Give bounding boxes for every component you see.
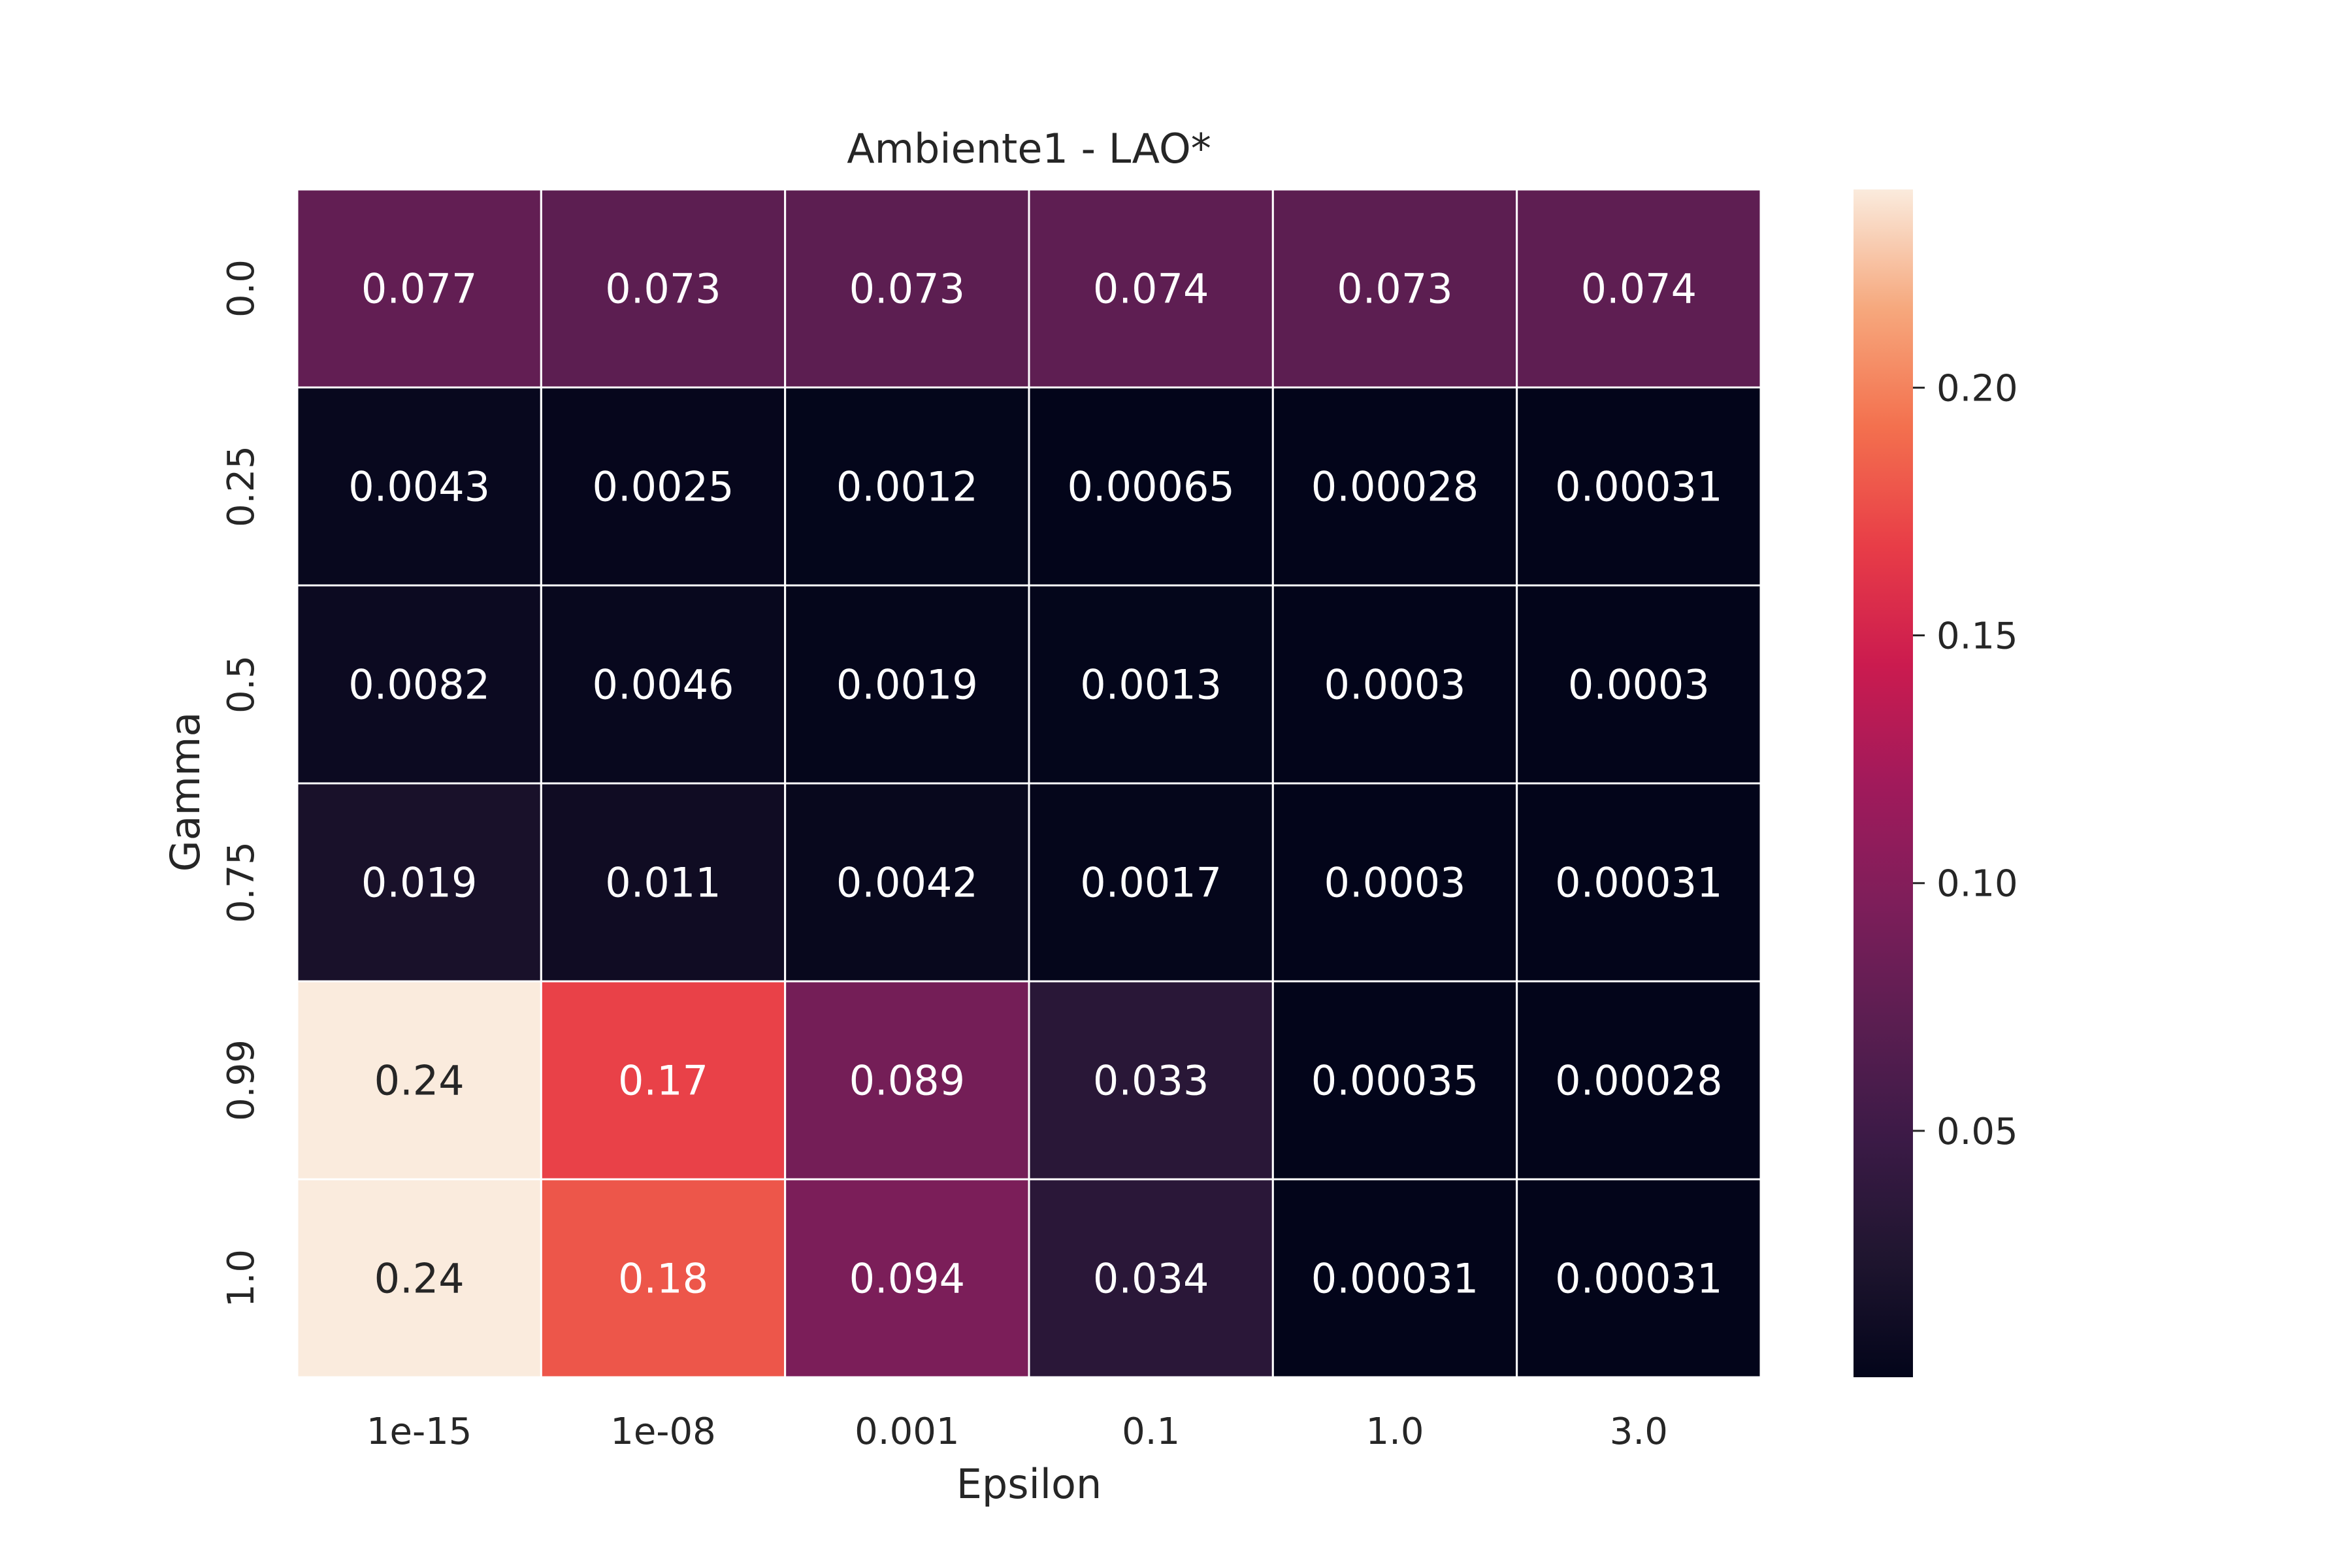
heatmap-cell	[296, 1178, 542, 1379]
chart-title: Ambiente1 - LAO*	[847, 125, 1211, 172]
cell-value-label: 0.0043	[348, 463, 490, 511]
cell-value-label: 0.24	[374, 1255, 465, 1303]
cell-value-label: 0.0017	[1080, 859, 1222, 907]
heatmap-cell	[540, 782, 787, 983]
y-tick-label: 0.75	[220, 841, 263, 923]
cell-value-label: 0.00028	[1555, 1057, 1722, 1105]
cell-value-label: 0.073	[1337, 265, 1453, 313]
cell-value-label: 0.0013	[1080, 661, 1222, 709]
cell-value-label: 0.073	[605, 265, 721, 313]
cell-value-label: 0.00028	[1311, 463, 1478, 511]
cell-value-label: 0.0042	[836, 859, 978, 907]
heatmap-cell	[540, 584, 787, 785]
y-tick-label: 0.0	[220, 259, 263, 318]
cell-value-label: 0.0003	[1324, 661, 1466, 709]
heatmap-cell	[1516, 980, 1762, 1181]
colorbar-tick-label: 0.20	[1936, 367, 2018, 410]
heatmap-cell	[1028, 782, 1274, 983]
cell-value-label: 0.0012	[836, 463, 978, 511]
x-tick-label: 3.0	[1610, 1411, 1668, 1453]
x-tick-labels: 1e-15 1e-08 0.001 0.1 1.0 3.0	[367, 1411, 1668, 1453]
cell-value-label: 0.00031	[1311, 1255, 1478, 1303]
heatmap-cell	[1271, 782, 1518, 983]
heatmap-cell	[296, 188, 542, 389]
cell-value-label: 0.00031	[1555, 463, 1722, 511]
heatmap-cell	[1028, 1178, 1274, 1379]
cell-value-label: 0.073	[849, 265, 966, 313]
colorbar-tick-label: 0.10	[1936, 863, 2018, 906]
cell-value-label: 0.033	[1093, 1057, 1209, 1105]
heatmap-cell	[1516, 782, 1762, 983]
cell-value-label: 0.17	[618, 1057, 708, 1105]
x-tick-label: 1e-08	[610, 1411, 716, 1453]
x-tick-label: 1e-15	[367, 1411, 472, 1453]
colorbar-tick-label: 0.15	[1936, 615, 2018, 658]
heatmap-cell	[1516, 386, 1762, 587]
heatmap-cell	[1028, 584, 1274, 785]
y-tick-label: 0.99	[220, 1039, 263, 1121]
cell-value-label: 0.00035	[1311, 1057, 1478, 1105]
cell-value-label: 0.0082	[348, 661, 490, 709]
heatmap-cell	[1516, 1178, 1762, 1379]
heatmap-cell	[1271, 584, 1518, 785]
heatmap-cell	[784, 782, 1030, 983]
y-axis-label: Gamma	[161, 712, 209, 872]
cell-value-label: 0.24	[374, 1057, 465, 1105]
colorbar: 0.05 0.10 0.15 0.20	[1854, 189, 2018, 1377]
cell-value-label: 0.089	[849, 1057, 966, 1105]
cell-value-label: 0.094	[849, 1255, 966, 1303]
cell-value-label: 0.019	[361, 859, 478, 907]
y-tick-label: 0.5	[220, 655, 263, 713]
cell-value-label: 0.00031	[1555, 1255, 1722, 1303]
heatmap-cell	[540, 386, 787, 587]
cell-value-label: 0.0019	[836, 661, 978, 709]
cell-value-label: 0.034	[1093, 1255, 1209, 1303]
cell-value-label: 0.077	[361, 265, 478, 313]
heatmap-cell	[1271, 980, 1518, 1181]
y-tick-labels: 0.0 0.25 0.5 0.75 0.99 1.0	[220, 259, 263, 1307]
x-axis-label: Epsilon	[956, 1460, 1102, 1508]
colorbar-gradient	[1854, 189, 1913, 1377]
heatmap-cell	[1028, 980, 1274, 1181]
heatmap-cell	[784, 584, 1030, 785]
x-tick-label: 0.001	[855, 1411, 959, 1453]
heatmap-cell	[784, 980, 1030, 1181]
cell-value-label: 0.0003	[1324, 859, 1466, 907]
heatmap-cell	[1271, 188, 1518, 389]
heatmap-cell	[1028, 188, 1274, 389]
colorbar-tick-label: 0.05	[1936, 1111, 2018, 1153]
x-tick-label: 1.0	[1365, 1411, 1424, 1453]
cell-value-label: 0.0025	[593, 463, 734, 511]
cell-value-label: 0.00065	[1067, 463, 1234, 511]
cell-value-label: 0.18	[618, 1255, 708, 1303]
heatmap-cells: 0.077 0.073 0.073 0.074 0.073 0.074 0.0043 0.00…	[296, 188, 1762, 1379]
heatmap-cell	[296, 980, 542, 1181]
cell-value-label: 0.0046	[593, 661, 734, 709]
x-tick-label: 0.1	[1122, 1411, 1180, 1453]
y-tick-label: 0.25	[220, 446, 263, 527]
heatmap-cell	[1516, 188, 1762, 389]
cell-value-label: 0.074	[1093, 265, 1209, 313]
heatmap-cell	[1516, 584, 1762, 785]
cell-value-label: 0.0003	[1568, 661, 1710, 709]
y-tick-label: 1.0	[220, 1249, 263, 1307]
heatmap-cell	[296, 584, 542, 785]
heatmap-cell	[540, 188, 787, 389]
heatmap-cell	[1271, 1178, 1518, 1379]
heatmap-cell	[296, 782, 542, 983]
heatmap-cell	[784, 188, 1030, 389]
heatmap-cell	[1028, 386, 1274, 587]
cell-value-label: 0.00031	[1555, 859, 1722, 907]
cell-value-label: 0.074	[1581, 265, 1697, 313]
cell-value-label: 0.011	[605, 859, 721, 907]
